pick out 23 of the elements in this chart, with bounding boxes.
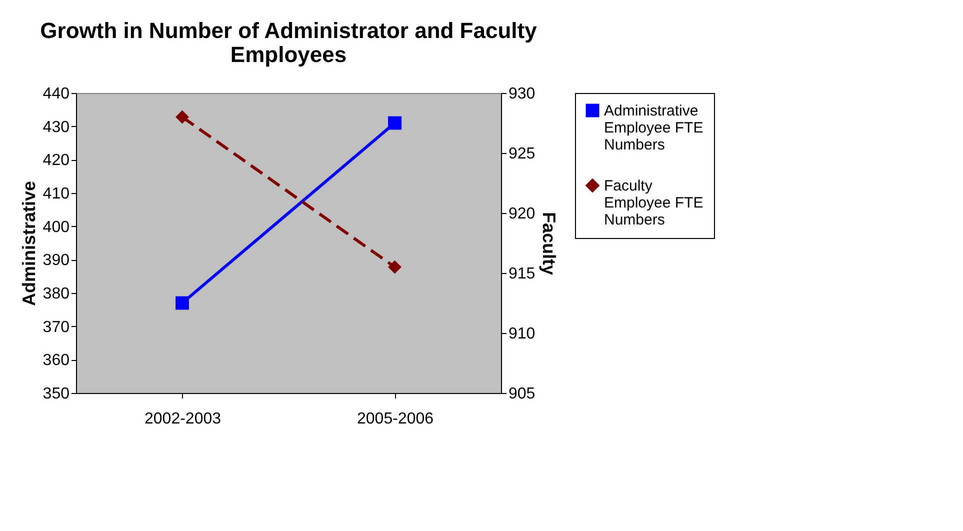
y-tick-label: 410 [42,186,70,202]
y2-tick-label: 925 [508,146,536,162]
y2-tick-label: 920 [508,206,536,222]
y2-tick-label: 905 [508,386,536,402]
legend-label: Administrative Employee FTE Numbers [604,102,704,154]
y2-tick-label: 910 [508,326,536,342]
y-tick-label: 400 [42,218,70,236]
y-tick-label: 390 [42,252,70,270]
x-tick-label: 2002-2003 [144,410,222,428]
chart-title: Growth in Number of Administrator and Faculty Employees [40,18,538,67]
y2-axis-title: Faculty [539,212,560,276]
legend-label: Faculty Employee FTE Numbers [604,178,704,228]
y-tick-label: 370 [42,318,70,336]
y-tick-label: 430 [42,118,70,136]
y-tick-label: 420 [42,152,70,170]
y-tick-label: 440 [42,86,70,102]
y-tick-label: 360 [42,352,70,370]
y-tick-label: 380 [42,286,70,302]
y-axis-title: Administrative [18,180,39,306]
x-tick-label: 2005-2006 [356,410,434,428]
y2-tick-label: 930 [508,86,536,102]
y-tick-label: 350 [42,386,70,402]
y2-tick-label: 915 [508,266,536,282]
